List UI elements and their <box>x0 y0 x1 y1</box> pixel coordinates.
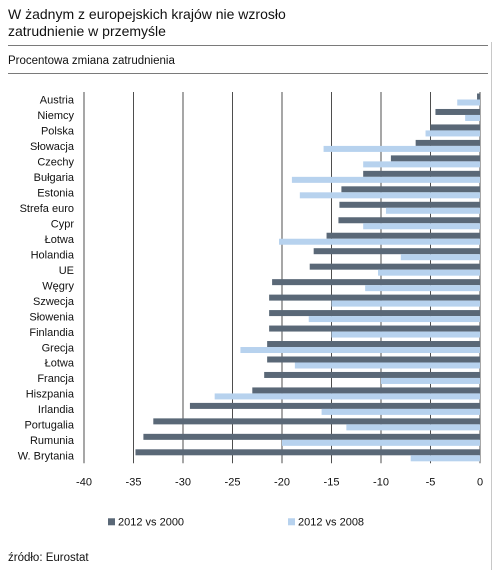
category-label: Cypr <box>51 218 75 230</box>
chart-title-line-1: W żadnym z europejskich krajów nie wzros… <box>8 6 286 22</box>
category-label: Słowacja <box>30 141 75 153</box>
bar-series-2 <box>214 393 480 400</box>
category-label: Portugalia <box>24 420 74 432</box>
bar-series-1 <box>267 341 480 348</box>
bar-series-2 <box>365 285 480 292</box>
category-label: Węgry <box>42 280 74 292</box>
chart-subtitle: Procentowa zmiana zatrudnienia <box>8 55 175 67</box>
legend-swatch <box>288 518 295 526</box>
subtitle-divider <box>8 73 488 74</box>
bar-series-1 <box>189 402 480 409</box>
bar-series-2 <box>331 331 480 338</box>
bar-series-1 <box>338 217 480 224</box>
bar-series-1 <box>252 387 480 394</box>
category-label: Rumunia <box>30 435 75 447</box>
source-note: źródło: Eurostat <box>8 552 89 564</box>
bar-series-1 <box>269 294 480 301</box>
bar-series-2 <box>410 455 480 462</box>
bar-series-2 <box>346 424 480 431</box>
bar-series-2 <box>363 161 480 168</box>
x-tick-label: -20 <box>274 476 290 488</box>
bar-series-1 <box>326 232 480 239</box>
x-tick-label: 0 <box>477 476 483 488</box>
category-label: Francja <box>37 373 75 385</box>
bar-series-2 <box>294 362 480 369</box>
bar-series-1 <box>135 449 481 456</box>
bar-series-2 <box>308 316 480 323</box>
category-label: Polska <box>41 126 75 138</box>
category-label: Austria <box>40 95 75 107</box>
bar-series-1 <box>415 139 480 146</box>
bar-series-1 <box>264 371 480 378</box>
bar-series-1 <box>430 124 480 131</box>
x-axis-ticks: -40 -35 -30 -25 -20 -15 -10 -5 0 <box>76 476 483 488</box>
bar-series-2 <box>291 176 480 183</box>
bar-series-2 <box>279 238 480 245</box>
category-label: Łotwa <box>45 358 75 370</box>
bar-series-2 <box>331 300 480 307</box>
bar-series-1 <box>435 108 480 115</box>
frame-edge <box>491 42 492 570</box>
x-tick-label: -30 <box>175 476 191 488</box>
bar-series-2 <box>465 114 480 121</box>
category-label: Strefa euro <box>20 203 74 215</box>
x-tick-label: -25 <box>225 476 241 488</box>
bar-series-1 <box>339 201 480 208</box>
bar-series-1 <box>313 248 480 255</box>
x-tick-label: -35 <box>126 476 142 488</box>
bar-series-2 <box>240 347 480 354</box>
category-label: Słowenia <box>29 311 75 323</box>
bar-series-2 <box>321 408 480 415</box>
x-tick-label: -5 <box>426 476 436 488</box>
bar-series-1 <box>269 325 480 332</box>
category-label: Bułgaria <box>34 172 75 184</box>
bar-series-2 <box>457 99 480 106</box>
x-tick-label: -15 <box>324 476 340 488</box>
legend-label: 2012 vs 2008 <box>298 516 364 528</box>
category-label: Irlandia <box>38 404 75 416</box>
category-labels: Austria Niemcy Polska Słowacja Czechy Bułgari… <box>18 95 75 463</box>
bar-series-1 <box>309 263 480 270</box>
x-tick-label: -40 <box>76 476 92 488</box>
bar-series-1 <box>267 356 480 363</box>
bar-series-2 <box>378 269 480 276</box>
bar-series-2 <box>425 130 480 137</box>
category-label: Holandia <box>31 249 75 261</box>
chart-title: W żadnym z europejskich krajów nie wzros… <box>8 6 478 40</box>
category-label: Czechy <box>37 157 74 169</box>
legend: 2012 vs 2000 2012 vs 2008 <box>108 516 364 528</box>
x-tick-label: -10 <box>373 476 389 488</box>
category-label: Finlandia <box>29 327 75 339</box>
bar-series-1 <box>477 93 480 100</box>
legend-label: 2012 vs 2000 <box>118 516 184 528</box>
category-label: Łotwa <box>45 234 75 246</box>
bar-series-1 <box>272 279 480 286</box>
bar-series-2 <box>323 145 480 152</box>
bar-series-1 <box>363 170 480 177</box>
category-label: Hiszpania <box>26 389 75 401</box>
bar-chart: Austria Niemcy Polska Słowacja Czechy Bułgari… <box>18 92 483 528</box>
bar-series-1 <box>341 186 480 193</box>
bar-series-2 <box>363 223 480 230</box>
bar-series-2 <box>282 439 480 446</box>
bar-series-2 <box>400 254 480 261</box>
grid-layer <box>83 92 481 464</box>
bar-series-1 <box>269 310 480 317</box>
legend-swatch <box>108 518 115 526</box>
category-label: W. Brytania <box>18 451 75 463</box>
bar-series-1 <box>153 418 481 425</box>
bar-series-2 <box>299 192 480 199</box>
bar-series-1 <box>390 155 480 162</box>
category-label: Estonia <box>37 188 75 200</box>
category-label: Szwecja <box>33 296 75 308</box>
category-label: UE <box>59 265 74 277</box>
bar-series-2 <box>381 377 480 384</box>
bar-series-2 <box>385 207 480 214</box>
bar-series-1 <box>143 433 480 440</box>
bar-layer <box>135 93 481 462</box>
category-label: Grecja <box>42 342 75 354</box>
category-label: Niemcy <box>37 110 74 122</box>
chart-title-line-2: zatrudnienie w przemyśle <box>8 23 166 39</box>
title-divider <box>8 45 488 46</box>
